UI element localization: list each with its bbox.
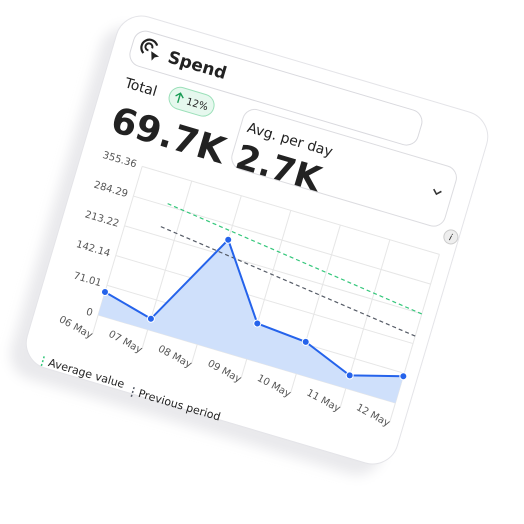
chevron[interactable] (433, 188, 442, 196)
point (100, 287, 109, 296)
cursor-icon (140, 38, 160, 61)
point (224, 235, 233, 244)
card-group: Spend Total 12% 69.7K Avg. per day 2.7K … (10, 15, 489, 475)
info-glyph: i (448, 233, 454, 243)
legend-swatch (40, 356, 45, 367)
title-box[interactable] (127, 28, 425, 148)
point (253, 319, 262, 328)
point (301, 337, 310, 346)
point (399, 372, 408, 381)
area (98, 239, 404, 404)
info-icon[interactable] (442, 228, 459, 245)
card: Spend Total 12% 69.7K Avg. per day 2.7K … (25, 15, 489, 465)
legend-swatch (130, 386, 135, 397)
y-tick-label: 0 (85, 307, 94, 319)
point (345, 371, 354, 380)
up-arrow (175, 92, 184, 104)
point (146, 314, 155, 323)
avg-dropdown[interactable] (229, 107, 459, 229)
